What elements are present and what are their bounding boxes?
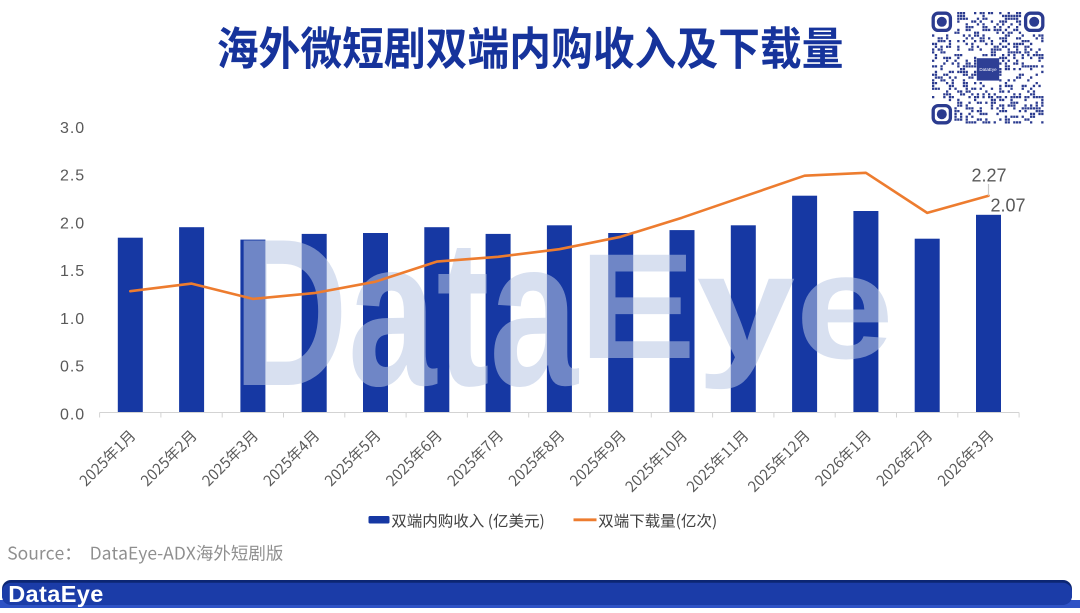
- svg-text:0.0: 0.0: [60, 406, 85, 423]
- svg-text:1.5: 1.5: [60, 263, 85, 280]
- svg-text:1.0: 1.0: [60, 311, 85, 328]
- svg-text:2.27: 2.27: [972, 166, 1007, 186]
- svg-text:DataEye: DataEye: [979, 67, 997, 72]
- svg-text:2.07: 2.07: [991, 196, 1026, 216]
- svg-text:DataEye: DataEye: [8, 581, 104, 607]
- svg-text:2.5: 2.5: [60, 168, 85, 185]
- svg-text:2.0: 2.0: [60, 215, 85, 232]
- svg-text:3.0: 3.0: [60, 120, 85, 137]
- svg-text:0.5: 0.5: [60, 359, 85, 376]
- svg-text:DataEye: DataEye: [233, 195, 894, 430]
